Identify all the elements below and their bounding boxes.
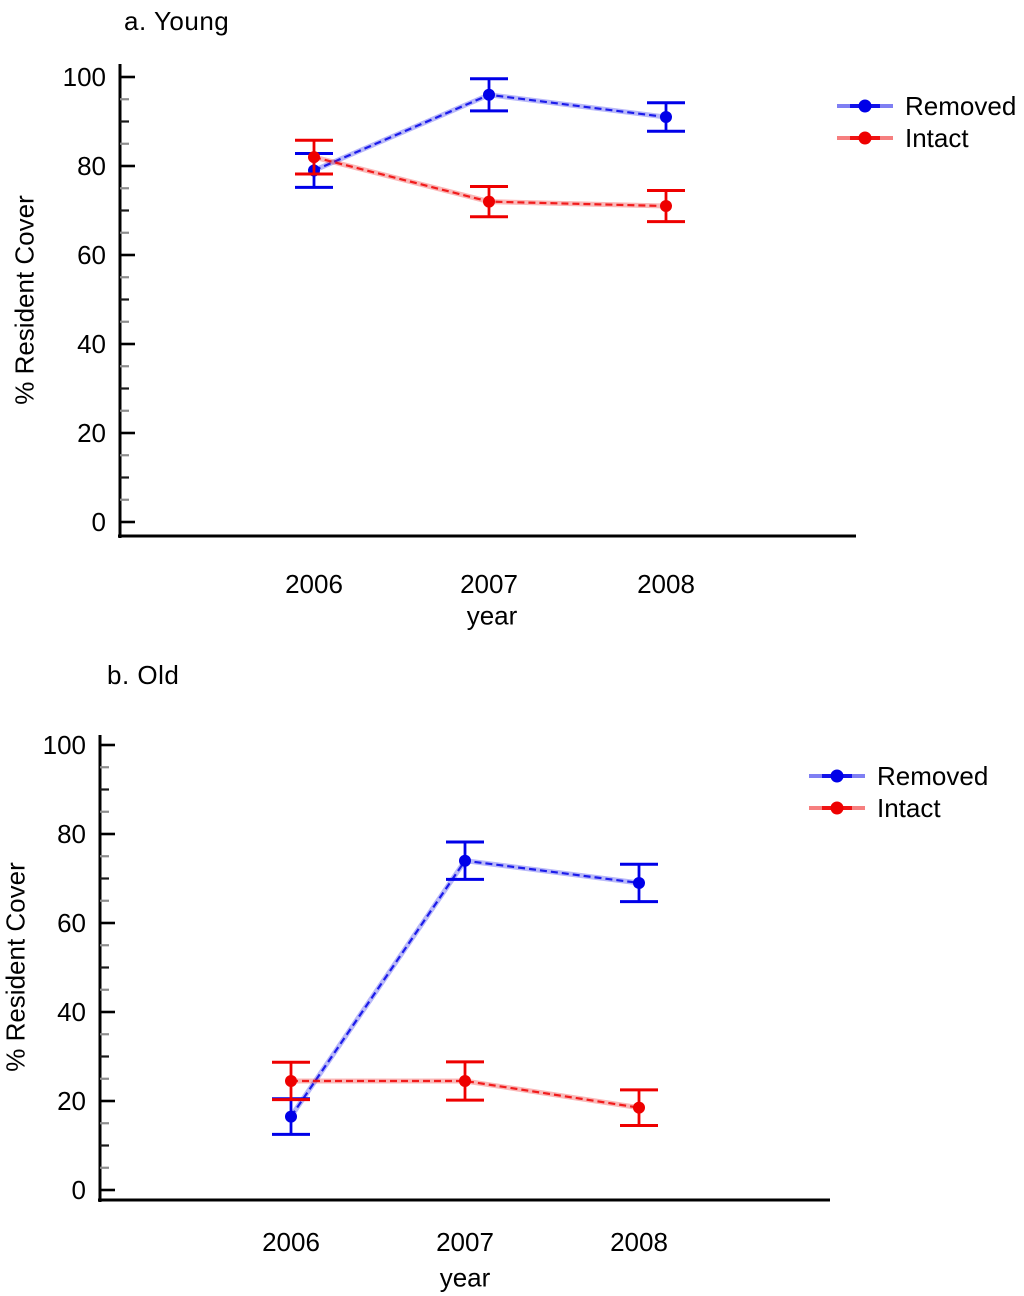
y-tick-label: 0 [92, 507, 106, 537]
data-point-marker [633, 876, 645, 889]
panel-old-legend: Removed Intact [808, 760, 988, 824]
x-axis-tick-labels: 2006 2007 2008 [262, 1227, 668, 1257]
data-point-marker [285, 1110, 297, 1123]
data-point-marker [459, 1074, 471, 1087]
panel-young-title: a. Young [124, 6, 230, 36]
panel-old-x-axis-label: year [439, 1262, 491, 1293]
x-tick-label: 2006 [262, 1227, 320, 1257]
y-tick-label: 80 [57, 819, 86, 849]
legend-label-removed: Removed [905, 90, 1017, 121]
x-axis-tick-labels: 2006 2007 2008 [285, 569, 695, 599]
legend-label-intact: Intact [877, 792, 941, 823]
data-point-marker [459, 854, 471, 867]
series-removed [295, 77, 685, 189]
y-tick-label: 20 [77, 418, 106, 448]
axes [118, 64, 856, 538]
y-tick-label: 40 [77, 329, 106, 359]
legend-item-intact: Intact [836, 122, 1016, 154]
legend-item-removed: Removed [836, 90, 1016, 122]
legend-item-removed: Removed [808, 760, 988, 792]
data-point-marker [308, 151, 320, 164]
series-intact [295, 138, 685, 224]
panel-young-x-axis-label: year [466, 600, 518, 631]
axes [98, 735, 830, 1202]
data-point-marker [633, 1101, 645, 1114]
y-tick-label: 80 [77, 151, 106, 181]
removed-series-marker-icon [809, 769, 865, 783]
y-tick-label: 40 [57, 997, 86, 1027]
intact-series-marker-icon [837, 131, 893, 145]
x-tick-label: 2007 [436, 1227, 494, 1257]
legend-item-intact: Intact [808, 792, 988, 824]
intact-series-marker-icon [809, 801, 865, 815]
panel-old-title: b. Old [107, 660, 180, 690]
y-tick-label: 60 [57, 908, 86, 938]
y-axis-ticks: 0 20 40 60 80 100 [63, 62, 135, 537]
data-point-marker [483, 195, 495, 208]
panel-young-legend: Removed Intact [836, 90, 1016, 154]
data-point-marker [483, 88, 495, 101]
data-point-marker [660, 200, 672, 213]
y-tick-label: 100 [43, 730, 86, 760]
legend-label-intact: Intact [905, 122, 969, 153]
x-tick-label: 2006 [285, 569, 343, 599]
panel-young: a. Young % Resident Cover 0 20 40 60 80 100 20… [10, 6, 1017, 631]
series-intact [272, 1060, 658, 1127]
x-tick-label: 2007 [460, 569, 518, 599]
x-tick-label: 2008 [637, 569, 695, 599]
panel-old: b. Old % Resident Cover 0 20 40 60 80 100 2006… [0, 648, 1024, 1296]
series-removed [272, 840, 658, 1136]
y-tick-label: 0 [72, 1175, 86, 1205]
y-tick-label: 20 [57, 1086, 86, 1116]
panel-old-plot: 0 20 40 60 80 100 2006 2007 2008 [43, 730, 830, 1257]
data-point-marker [660, 111, 672, 124]
y-tick-label: 60 [77, 240, 106, 270]
x-tick-label: 2008 [610, 1227, 668, 1257]
data-point-marker [285, 1074, 297, 1087]
y-tick-label: 100 [63, 62, 106, 92]
y-axis-ticks: 0 20 40 60 80 100 [43, 730, 115, 1205]
legend-label-removed: Removed [877, 760, 989, 791]
removed-series-marker-icon [837, 99, 893, 113]
panel-young-plot: 0 20 40 60 80 100 2006 2007 2008 [63, 62, 856, 599]
